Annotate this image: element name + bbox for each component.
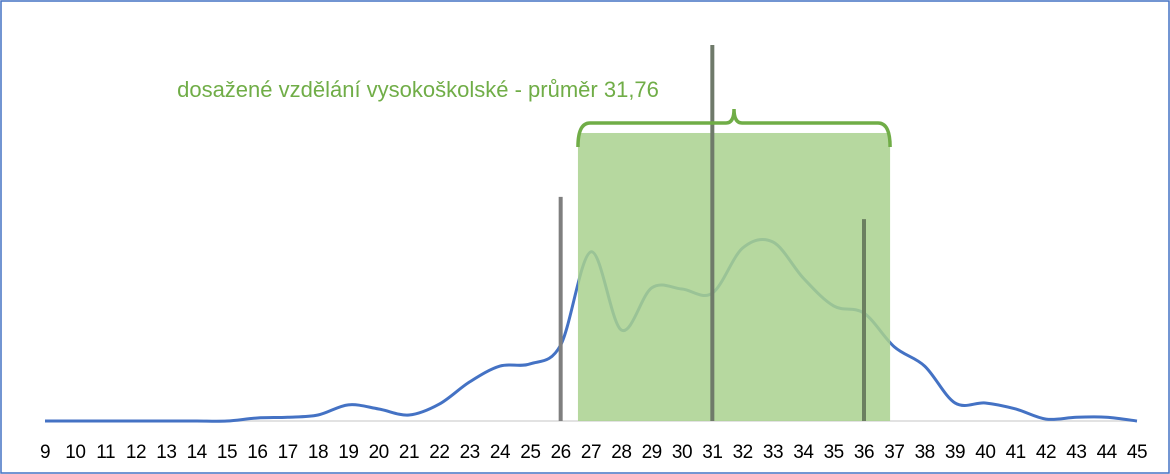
- bracket: [576, 108, 892, 147]
- x-tick-label: 22: [429, 442, 449, 463]
- x-tick-label: 12: [126, 442, 146, 463]
- x-tick-label: 19: [338, 442, 358, 463]
- x-tick-label: 35: [824, 442, 844, 463]
- x-tick-label: 40: [975, 442, 995, 463]
- x-tick-label: 45: [1127, 442, 1147, 463]
- x-tick-label: 13: [156, 442, 176, 463]
- x-tick-label: 9: [40, 442, 50, 463]
- x-tick-label: 25: [520, 442, 540, 463]
- x-tick-label: 31: [702, 442, 722, 463]
- x-tick-label: 43: [1066, 442, 1086, 463]
- x-tick-label: 15: [217, 442, 237, 463]
- annotation: dosažené vzdělání vysokoškolské - průměr…: [177, 77, 659, 102]
- x-tick-label: 42: [1036, 442, 1056, 463]
- x-tick-label: 27: [581, 442, 601, 463]
- x-tick-label: 30: [672, 442, 692, 463]
- x-tick-label: 44: [1097, 442, 1118, 463]
- x-tick-label: 16: [247, 442, 267, 463]
- x-tick-label: 33: [763, 442, 783, 463]
- x-tick-label: 10: [65, 442, 85, 463]
- x-tick-label: 36: [854, 442, 874, 463]
- x-tick-label: 20: [369, 442, 389, 463]
- x-tick-label: 17: [278, 442, 298, 463]
- x-tick-label: 26: [551, 442, 571, 463]
- x-tick-label: 39: [945, 442, 965, 463]
- x-tick-label: 14: [187, 442, 208, 463]
- x-tick-label: 37: [884, 442, 904, 463]
- x-tick-label: 41: [1006, 442, 1026, 463]
- x-tick-label: 11: [96, 442, 115, 463]
- highlight-band: [577, 132, 891, 421]
- x-tick-label: 21: [399, 442, 419, 463]
- x-tick-label: 28: [611, 442, 631, 463]
- x-tick-label: 29: [642, 442, 662, 463]
- x-tick-label: 32: [733, 442, 753, 463]
- x-tick-label: 24: [490, 442, 511, 463]
- x-tick-label: 23: [460, 442, 480, 463]
- x-tick-label: 38: [915, 442, 935, 463]
- x-tick-label: 34: [793, 442, 814, 463]
- x-tick-label: 18: [308, 442, 328, 463]
